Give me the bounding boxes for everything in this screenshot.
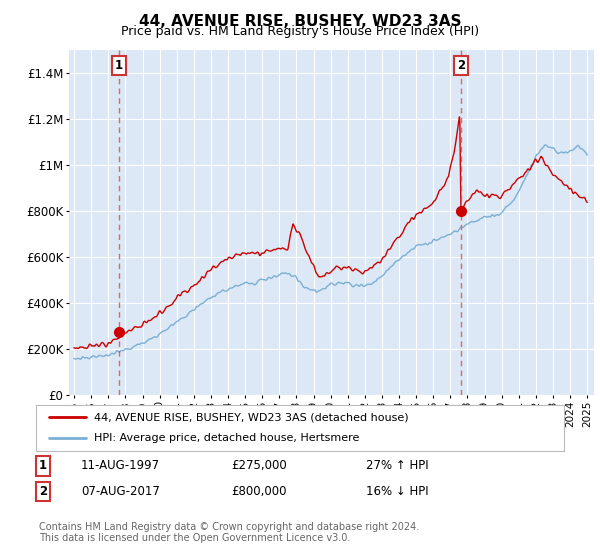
Text: 1: 1: [115, 59, 123, 72]
Text: 44, AVENUE RISE, BUSHEY, WD23 3AS (detached house): 44, AVENUE RISE, BUSHEY, WD23 3AS (detac…: [94, 412, 409, 422]
Text: 16% ↓ HPI: 16% ↓ HPI: [366, 485, 428, 498]
Text: 27% ↑ HPI: 27% ↑ HPI: [366, 459, 428, 473]
Text: 2: 2: [39, 485, 47, 498]
Text: 44, AVENUE RISE, BUSHEY, WD23 3AS: 44, AVENUE RISE, BUSHEY, WD23 3AS: [139, 14, 461, 29]
Text: Price paid vs. HM Land Registry's House Price Index (HPI): Price paid vs. HM Land Registry's House …: [121, 25, 479, 38]
Text: This data is licensed under the Open Government Licence v3.0.: This data is licensed under the Open Gov…: [39, 533, 350, 543]
Text: Contains HM Land Registry data © Crown copyright and database right 2024.: Contains HM Land Registry data © Crown c…: [39, 522, 419, 532]
Text: 2: 2: [457, 59, 465, 72]
Text: 07-AUG-2017: 07-AUG-2017: [81, 485, 160, 498]
Text: £275,000: £275,000: [231, 459, 287, 473]
Text: HPI: Average price, detached house, Hertsmere: HPI: Average price, detached house, Hert…: [94, 433, 359, 444]
Text: 11-AUG-1997: 11-AUG-1997: [81, 459, 160, 473]
Text: 1: 1: [39, 459, 47, 473]
Text: £800,000: £800,000: [231, 485, 287, 498]
